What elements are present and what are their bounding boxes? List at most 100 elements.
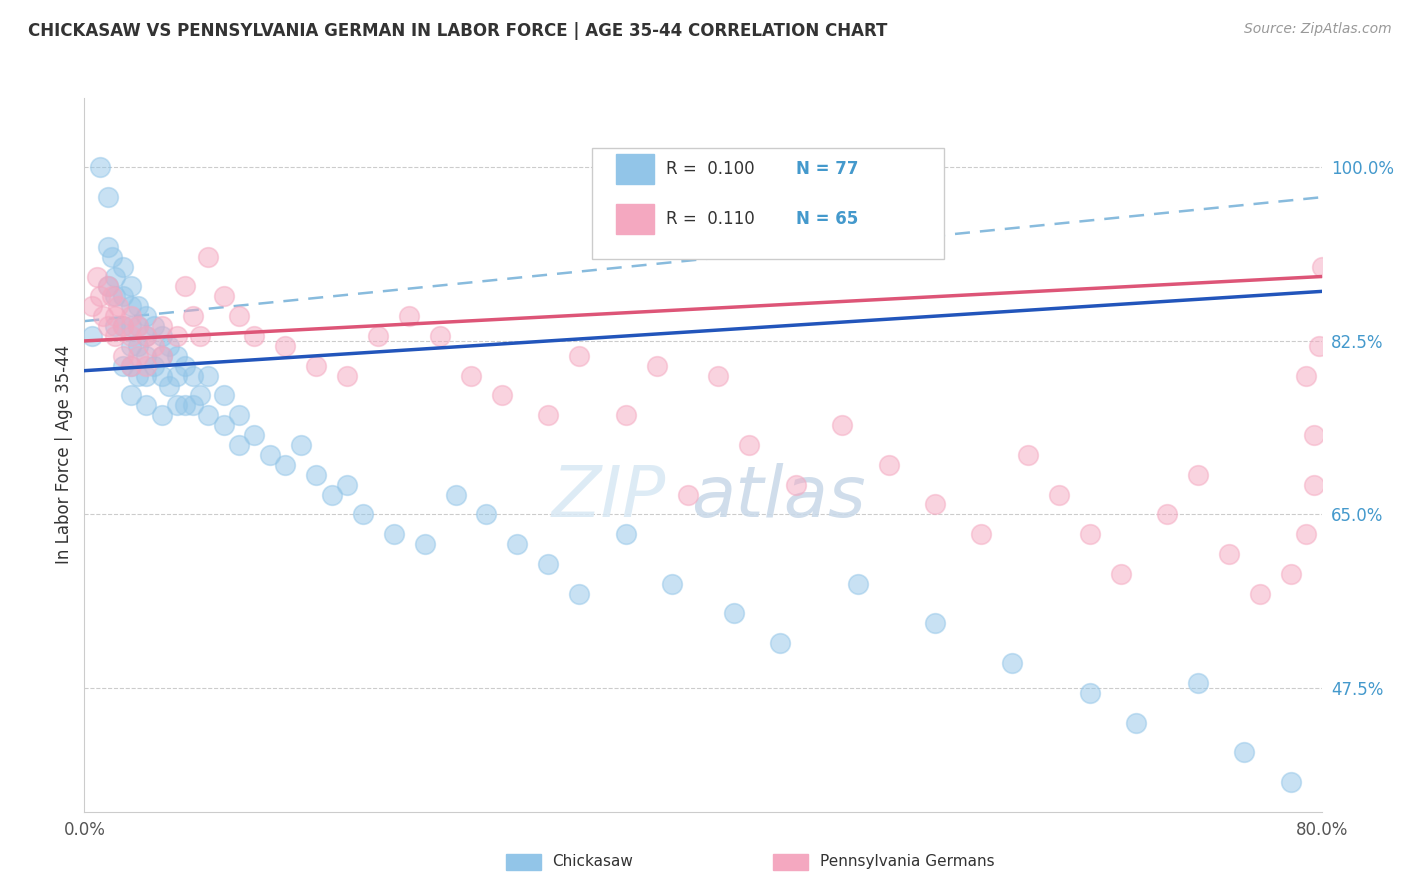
Text: atlas: atlas	[690, 463, 865, 533]
Point	[661, 576, 683, 591]
Point	[1125, 715, 1147, 730]
Point	[174, 279, 197, 293]
Point	[785, 477, 807, 491]
Point	[1279, 775, 1302, 789]
Point	[924, 498, 946, 512]
Point	[321, 487, 343, 501]
Point	[352, 508, 374, 522]
Point	[89, 289, 111, 303]
Point	[188, 329, 211, 343]
Point	[127, 319, 149, 334]
Point	[159, 378, 180, 392]
Point	[243, 329, 266, 343]
Point	[181, 309, 204, 323]
Point	[1187, 467, 1209, 482]
Point	[150, 368, 173, 383]
Point	[135, 359, 157, 373]
Point	[127, 299, 149, 313]
Point	[429, 329, 451, 343]
Point	[174, 359, 197, 373]
Bar	[616, 153, 654, 184]
Point	[96, 240, 118, 254]
Point	[166, 368, 188, 383]
Point	[212, 388, 235, 402]
Bar	[616, 203, 654, 234]
Point	[120, 359, 142, 373]
Point	[150, 349, 173, 363]
Point	[112, 319, 135, 334]
Point	[1017, 448, 1039, 462]
Point	[127, 319, 149, 334]
Point	[212, 289, 235, 303]
Point	[1218, 547, 1240, 561]
Point	[568, 587, 591, 601]
Point	[1233, 745, 1256, 759]
Point	[188, 388, 211, 402]
Point	[181, 368, 204, 383]
Point	[506, 537, 529, 551]
Point	[846, 576, 869, 591]
Point	[104, 269, 127, 284]
Point	[96, 279, 118, 293]
Point	[1302, 428, 1324, 442]
Point	[120, 359, 142, 373]
Point	[1310, 260, 1333, 274]
Point	[150, 349, 173, 363]
Point	[475, 508, 498, 522]
Point	[104, 309, 127, 323]
Point	[614, 527, 637, 541]
Point	[614, 409, 637, 423]
Point	[707, 368, 730, 383]
Point	[1302, 477, 1324, 491]
Point	[89, 161, 111, 175]
Point	[243, 428, 266, 442]
Point	[491, 388, 513, 402]
Point	[274, 458, 297, 472]
Text: ZIP: ZIP	[551, 463, 666, 533]
Point	[537, 409, 560, 423]
Point	[120, 279, 142, 293]
Point	[336, 477, 359, 491]
Point	[101, 289, 124, 303]
Point	[120, 309, 142, 323]
Point	[104, 319, 127, 334]
Point	[166, 398, 188, 412]
Point	[91, 309, 114, 323]
Point	[1001, 656, 1024, 670]
Point	[174, 398, 197, 412]
Point	[398, 309, 420, 323]
Point	[143, 359, 166, 373]
Point	[112, 289, 135, 303]
Point	[197, 250, 219, 264]
Point	[135, 349, 157, 363]
Point	[1187, 676, 1209, 690]
Point	[924, 616, 946, 631]
Point	[1308, 339, 1330, 353]
Point	[1078, 527, 1101, 541]
Point	[135, 398, 157, 412]
Point	[107, 299, 129, 313]
Point	[305, 359, 328, 373]
Text: CHICKASAW VS PENNSYLVANIA GERMAN IN LABOR FORCE | AGE 35-44 CORRELATION CHART: CHICKASAW VS PENNSYLVANIA GERMAN IN LABO…	[28, 22, 887, 40]
Point	[127, 368, 149, 383]
Text: Source: ZipAtlas.com: Source: ZipAtlas.com	[1244, 22, 1392, 37]
Point	[1078, 686, 1101, 700]
Point	[197, 409, 219, 423]
Point	[1279, 566, 1302, 581]
Point	[877, 458, 900, 472]
Point	[112, 359, 135, 373]
Point	[444, 487, 467, 501]
Point	[166, 329, 188, 343]
Point	[197, 368, 219, 383]
Point	[120, 299, 142, 313]
Point	[135, 329, 157, 343]
Point	[1249, 587, 1271, 601]
Point	[150, 329, 173, 343]
Point	[367, 329, 389, 343]
Point	[120, 339, 142, 353]
Point	[676, 487, 699, 501]
Point	[135, 329, 157, 343]
Point	[290, 438, 312, 452]
Point	[112, 260, 135, 274]
Y-axis label: In Labor Force | Age 35-44: In Labor Force | Age 35-44	[55, 345, 73, 565]
